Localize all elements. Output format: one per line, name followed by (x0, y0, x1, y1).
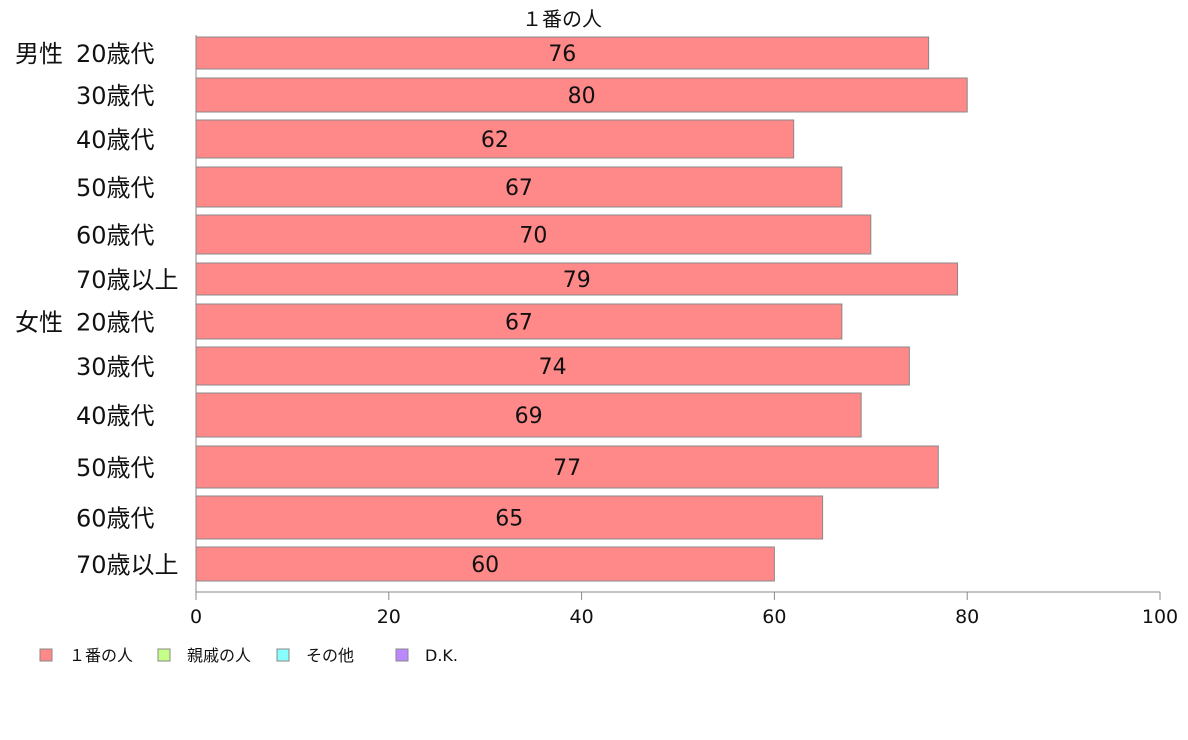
data-label: 74 (539, 355, 567, 380)
legend-label: その他 (306, 646, 354, 665)
category-label: 70歳以上 (76, 551, 179, 579)
data-label: 77 (553, 456, 581, 481)
bar (195, 214, 872, 255)
data-label: 69 (515, 404, 543, 429)
category-label: 60歳代 (76, 505, 155, 533)
category-label: 50歳代 (76, 454, 155, 482)
category-label: 70歳以上 (76, 266, 179, 294)
x-axis: 0 20 40 60 80 100 (190, 35, 1178, 628)
bar (195, 119, 795, 159)
labels-layer: 76806267707967746977656020歳代男性30歳代40歳代50… (15, 40, 596, 579)
category-label: 20歳代 (76, 40, 155, 68)
legend-label: D.K. (425, 646, 458, 665)
bar (195, 303, 843, 340)
data-label: 67 (505, 176, 533, 201)
data-label: 70 (519, 224, 547, 249)
bar (195, 166, 843, 208)
bar (195, 445, 939, 489)
chart-title: １番の人 (522, 7, 602, 31)
legend-swatch (157, 648, 171, 662)
group-label: 男性 (15, 40, 63, 68)
legend-label: 親戚の人 (187, 646, 251, 665)
legend: １番の人 親戚の人 その他 D.K. (39, 646, 458, 665)
category-label: 50歳代 (76, 174, 155, 202)
bars-layer (195, 36, 968, 582)
x-tick-label: 0 (190, 606, 202, 628)
data-label: 65 (495, 507, 523, 532)
data-label: 62 (481, 128, 509, 153)
bar (195, 495, 824, 540)
bar (195, 77, 968, 113)
category-label: 30歳代 (76, 353, 155, 381)
data-label: 67 (505, 311, 533, 336)
bar (195, 36, 930, 70)
data-label: 80 (568, 84, 596, 109)
legend-label: １番の人 (69, 646, 133, 665)
x-tick-label: 60 (762, 606, 786, 628)
category-label: 40歳代 (76, 402, 155, 430)
data-label: 79 (563, 268, 591, 293)
x-tick-label: 20 (377, 606, 401, 628)
category-label: 30歳代 (76, 82, 155, 110)
category-label: 60歳代 (76, 222, 155, 250)
bar (195, 546, 775, 582)
category-label: 40歳代 (76, 126, 155, 154)
category-label: 20歳代 (76, 309, 155, 337)
x-tick-label: 100 (1142, 606, 1178, 628)
data-label: 76 (548, 42, 576, 67)
x-tick-label: 80 (955, 606, 979, 628)
x-tick-label: 40 (570, 606, 594, 628)
data-label: 60 (471, 553, 499, 578)
legend-swatch (395, 648, 409, 662)
legend-swatch (276, 648, 290, 662)
group-label: 女性 (15, 309, 63, 337)
legend-swatch (39, 648, 53, 662)
